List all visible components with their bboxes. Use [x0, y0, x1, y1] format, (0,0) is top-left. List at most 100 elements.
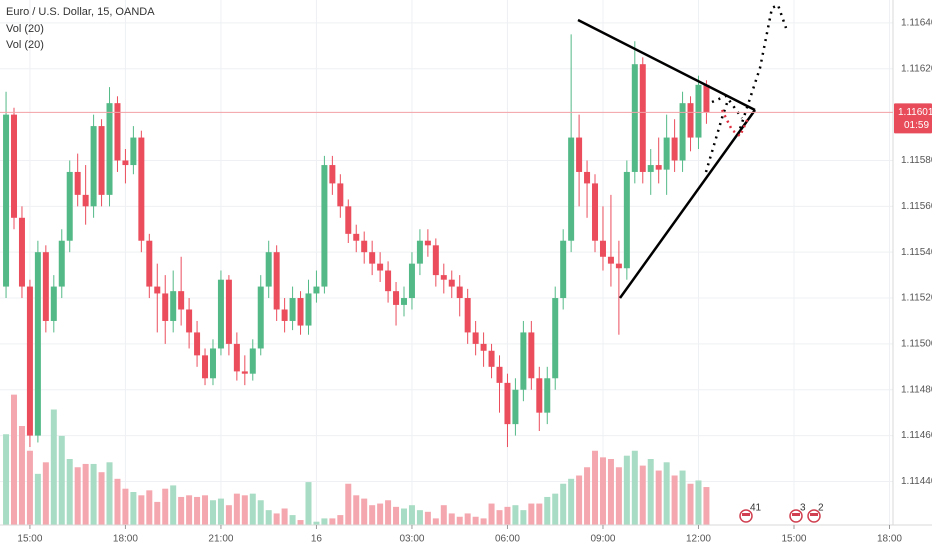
candle-body: [472, 332, 479, 344]
candle-body: [297, 298, 304, 326]
volume-bar: [599, 457, 606, 525]
candle-body: [26, 286, 33, 436]
volume-bar: [568, 478, 575, 525]
candle-body: [281, 309, 288, 321]
candle-body: [655, 165, 662, 170]
candle-body: [106, 103, 113, 195]
y-tick-label: 1.11500: [901, 339, 932, 350]
candle-body: [329, 165, 336, 184]
y-tick-label: 1.11540: [901, 247, 932, 258]
candle-body: [289, 298, 296, 321]
candle-body: [353, 233, 360, 241]
volume-bar: [440, 505, 447, 525]
x-tick-label: 18:00: [877, 534, 902, 545]
volume-bar: [305, 482, 312, 525]
volume-bar: [249, 493, 256, 525]
volume-bar: [623, 455, 630, 525]
volume-bar: [114, 478, 121, 525]
candle-body: [456, 286, 463, 299]
candle-body: [576, 137, 583, 172]
candle-body: [217, 279, 224, 349]
volume-bar: [58, 435, 65, 525]
candle-body: [584, 171, 591, 184]
volume-bar: [178, 496, 185, 525]
x-tick-label: 12:00: [686, 534, 711, 545]
candle-body: [623, 171, 630, 269]
candle-body: [337, 183, 344, 207]
volume-bar: [456, 516, 463, 525]
x-tick-label: 09:00: [590, 534, 615, 545]
candle-body: [393, 291, 400, 305]
volume-bar: [671, 475, 678, 525]
volume-bar: [233, 493, 240, 525]
volume-bar: [50, 409, 57, 525]
candle-body: [138, 137, 145, 241]
candle-body: [512, 389, 519, 425]
y-tick-label: 1.11480: [901, 384, 932, 395]
volume-bar: [496, 510, 503, 525]
x-tick-label: 21:00: [208, 534, 233, 545]
event-count: 2: [818, 503, 824, 514]
volume-bar: [687, 483, 694, 525]
volume-bar: [472, 516, 479, 525]
trendline: [618, 109, 757, 299]
indicator-label: Vol (20): [6, 23, 44, 35]
event-count: 3: [800, 503, 806, 514]
candle-body: [679, 103, 686, 161]
countdown-label: 01:59: [904, 120, 929, 131]
candle-body: [639, 64, 646, 172]
volume-bar: [82, 463, 89, 525]
candle-layer: [3, 34, 710, 448]
volume-bar: [297, 520, 304, 525]
volume-bar: [369, 505, 376, 525]
candle-body: [194, 332, 201, 356]
candle-body: [58, 240, 65, 287]
candle-body: [90, 126, 97, 207]
candle-body: [146, 240, 153, 287]
volume-bar: [695, 480, 702, 525]
candle-body: [687, 103, 694, 138]
dotted-path: [720, 109, 750, 138]
candle-body: [98, 126, 105, 195]
candle-body: [631, 64, 638, 172]
volume-bar: [615, 467, 622, 525]
candle-body: [66, 171, 73, 241]
x-tick-label: 15:00: [781, 534, 806, 545]
x-tick-label: 15:00: [17, 534, 42, 545]
candle-body: [50, 286, 57, 321]
x-tick-label: 18:00: [113, 534, 138, 545]
candle-body: [607, 256, 614, 264]
volume-bar: [416, 510, 423, 525]
candle-body: [400, 298, 407, 305]
candle-body: [42, 252, 49, 321]
candle-body: [544, 378, 551, 413]
candle-body: [369, 252, 376, 264]
candle-body: [209, 348, 216, 379]
candle-body: [273, 252, 280, 310]
candle-body: [265, 252, 272, 287]
y-tick-label: 1.11440: [901, 476, 932, 487]
candle-body: [695, 84, 702, 138]
indicator-label: Vol (20): [6, 39, 44, 51]
volume-bar: [26, 450, 33, 525]
candle-body: [122, 160, 129, 166]
volume-bar: [154, 501, 161, 525]
candle-body: [202, 355, 209, 379]
volume-bar: [488, 503, 495, 525]
axes: 1.11440 1.11460 1.11480 1.11500 1.11520 1.115…: [0, 18, 932, 545]
volume-bar: [122, 488, 129, 525]
volume-bar: [138, 495, 145, 525]
candle-body: [480, 343, 487, 351]
candle-body: [241, 371, 248, 374]
candle-body: [34, 252, 41, 436]
candle-body: [432, 245, 439, 276]
candle-body: [615, 263, 622, 269]
candle-body: [663, 137, 670, 170]
candle-body: [671, 137, 678, 161]
volume-bar: [321, 518, 328, 525]
volume-bar: [504, 506, 511, 525]
candle-body: [18, 217, 25, 287]
y-tick-label: 1.11460: [901, 430, 932, 441]
volume-bar: [186, 495, 193, 525]
